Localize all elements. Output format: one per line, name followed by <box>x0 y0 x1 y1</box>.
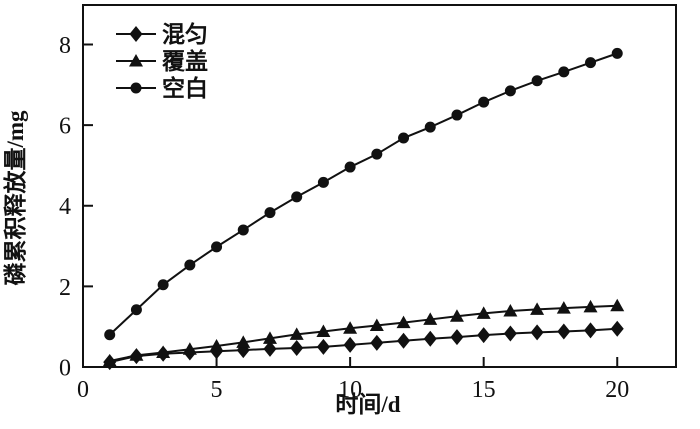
series-blank-marker <box>344 161 356 173</box>
legend-label: 空白 <box>162 75 208 101</box>
series-mixed-marker <box>610 320 624 337</box>
series-cover-marker <box>316 324 331 338</box>
series-mixed-marker <box>530 324 544 341</box>
series-cover-marker <box>583 299 598 313</box>
series-cover-marker <box>102 353 117 367</box>
series-blank-marker <box>130 304 142 316</box>
series-cover-marker <box>209 339 224 352</box>
series-cover-marker <box>289 327 304 340</box>
series-blank-marker <box>585 57 597 69</box>
series-blank-marker <box>237 224 249 236</box>
axis-frame <box>82 4 677 368</box>
x-tick-label: 10 <box>338 377 362 403</box>
series-mixed-marker <box>397 332 411 349</box>
x-axis-label: 时间/d <box>335 392 400 417</box>
series-cover-marker <box>236 335 251 348</box>
series-blank-marker <box>424 121 436 133</box>
x-tick-label: 20 <box>605 377 629 403</box>
series-cover-line <box>109 304 618 362</box>
series-mixed-marker <box>290 340 304 357</box>
series-cover-marker <box>369 318 384 331</box>
legend-label: 混匀 <box>162 21 208 47</box>
series-blank-marker <box>504 85 516 97</box>
y-tick-label: 0 <box>59 355 71 381</box>
series-mixed-marker <box>450 329 464 346</box>
series-cover-marker <box>343 321 358 334</box>
y-tick-label: 8 <box>59 33 71 59</box>
y-tick-label: 6 <box>59 114 71 140</box>
x-tick-label: 5 <box>211 377 223 403</box>
legend-marker-diamond <box>129 26 143 42</box>
series-mixed-marker <box>343 336 357 353</box>
series-mixed-marker <box>370 334 384 351</box>
y-tick-label: 4 <box>59 194 71 220</box>
series-blank-marker <box>371 148 383 160</box>
series-cover-marker <box>262 331 277 344</box>
series-blank-marker <box>317 176 329 188</box>
x-tick-label: 15 <box>472 377 496 403</box>
series-blank-marker <box>211 241 223 253</box>
series-cover-marker <box>129 348 144 361</box>
legend-label: 覆盖 <box>161 48 208 74</box>
series-cover-marker <box>449 309 464 322</box>
series-cover-marker <box>182 342 197 355</box>
series-mixed-marker <box>584 322 598 339</box>
series-mixed-marker <box>477 327 491 344</box>
legend-marker-circle <box>130 82 142 94</box>
series-blank-marker <box>157 279 169 291</box>
series-blank-marker <box>531 75 543 87</box>
series-blank-marker <box>184 259 196 271</box>
legend-marker-triangle <box>129 54 143 67</box>
series-cover-marker <box>556 301 571 314</box>
series-blank-marker <box>478 96 490 108</box>
series-cover-marker <box>423 312 438 325</box>
x-tick-label: 0 <box>77 377 89 403</box>
series-blank-marker <box>291 191 303 203</box>
series-mixed-marker <box>423 330 437 347</box>
series-blank-marker <box>611 47 623 59</box>
series-cover-marker <box>476 306 491 319</box>
series-cover-marker <box>610 298 625 312</box>
series-blank-marker <box>398 132 410 144</box>
y-axis-label: 磷累积释放量/mg <box>2 110 28 286</box>
series-blank-marker <box>264 207 276 219</box>
series-cover-marker <box>156 345 171 358</box>
series-blank-marker <box>558 66 570 78</box>
series-mixed-marker <box>263 340 277 357</box>
series-mixed-marker <box>316 338 330 355</box>
series-mixed-marker <box>503 325 517 342</box>
series-blank-marker <box>451 109 463 121</box>
series-cover-marker <box>503 303 518 317</box>
series-blank-marker <box>104 329 116 341</box>
series-mixed-marker <box>557 323 571 340</box>
series-cover-marker <box>396 315 411 329</box>
y-tick-label: 2 <box>59 275 71 301</box>
series-cover-marker <box>530 302 545 315</box>
